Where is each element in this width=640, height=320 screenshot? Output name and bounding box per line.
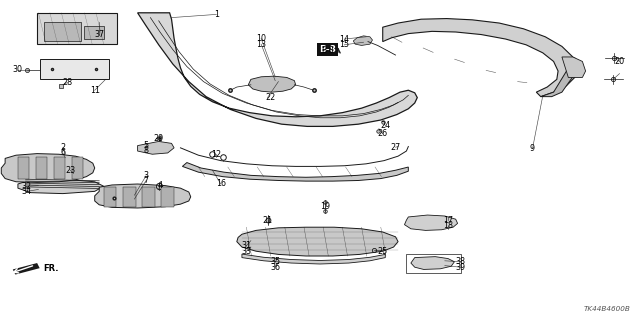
- Text: 37: 37: [94, 30, 104, 39]
- Text: 15: 15: [339, 40, 349, 49]
- Text: 9: 9: [530, 144, 535, 153]
- Text: 22: 22: [265, 93, 275, 102]
- Text: 14: 14: [339, 35, 349, 44]
- Bar: [44, 22, 81, 41]
- Polygon shape: [13, 263, 40, 275]
- Polygon shape: [123, 187, 136, 207]
- Text: 20: 20: [614, 57, 625, 66]
- Bar: [37, 13, 117, 44]
- Bar: [40, 59, 109, 79]
- Text: 11: 11: [90, 86, 100, 95]
- Polygon shape: [242, 254, 385, 264]
- Polygon shape: [383, 19, 577, 97]
- Text: 4: 4: [157, 181, 163, 190]
- Text: 27: 27: [390, 143, 401, 152]
- Polygon shape: [562, 57, 586, 77]
- Text: 38: 38: [456, 257, 466, 266]
- Polygon shape: [353, 36, 372, 45]
- Text: 29: 29: [154, 134, 164, 143]
- Text: B-8: B-8: [321, 46, 334, 55]
- Text: TK44B4600B: TK44B4600B: [584, 306, 630, 312]
- Polygon shape: [54, 157, 65, 179]
- Text: 35: 35: [270, 257, 280, 266]
- Text: 17: 17: [443, 216, 453, 225]
- Text: 7: 7: [143, 176, 148, 185]
- Text: 25: 25: [378, 247, 388, 256]
- Text: 2: 2: [60, 143, 65, 152]
- Text: 1: 1: [214, 10, 219, 19]
- Text: FR.: FR.: [44, 264, 59, 273]
- Polygon shape: [142, 187, 155, 207]
- Text: 19: 19: [320, 202, 330, 211]
- Text: 24: 24: [380, 121, 390, 130]
- Text: 36: 36: [270, 263, 280, 272]
- Polygon shape: [72, 157, 83, 179]
- Polygon shape: [404, 215, 458, 230]
- Polygon shape: [36, 157, 47, 179]
- Text: 8: 8: [143, 146, 148, 155]
- Polygon shape: [95, 184, 191, 208]
- Polygon shape: [18, 179, 104, 194]
- Text: 39: 39: [456, 263, 466, 272]
- Text: 18: 18: [443, 221, 453, 230]
- Text: 6: 6: [60, 148, 65, 157]
- Polygon shape: [1, 154, 95, 182]
- Polygon shape: [161, 187, 174, 207]
- Text: 5: 5: [143, 141, 148, 150]
- Text: 13: 13: [256, 40, 266, 49]
- Text: B-8: B-8: [319, 45, 336, 54]
- Polygon shape: [18, 157, 29, 179]
- Text: 23: 23: [65, 166, 76, 175]
- Polygon shape: [541, 58, 577, 97]
- Text: 10: 10: [256, 34, 266, 43]
- Polygon shape: [248, 76, 296, 92]
- Text: 12: 12: [211, 150, 221, 159]
- Text: 21: 21: [262, 216, 273, 225]
- Polygon shape: [411, 257, 454, 269]
- Text: 3: 3: [143, 172, 148, 180]
- Text: 28: 28: [62, 78, 72, 87]
- Text: 32: 32: [22, 182, 32, 191]
- Text: 26: 26: [378, 129, 388, 138]
- Text: 16: 16: [216, 180, 226, 188]
- Text: 33: 33: [241, 247, 252, 256]
- Bar: [84, 26, 104, 39]
- Polygon shape: [104, 187, 116, 207]
- Text: 31: 31: [241, 241, 252, 250]
- Polygon shape: [237, 227, 398, 256]
- Polygon shape: [138, 141, 174, 154]
- Polygon shape: [138, 13, 417, 126]
- Text: 34: 34: [22, 187, 32, 196]
- Polygon shape: [182, 163, 408, 181]
- Text: 30: 30: [13, 65, 23, 74]
- Bar: [406, 254, 461, 273]
